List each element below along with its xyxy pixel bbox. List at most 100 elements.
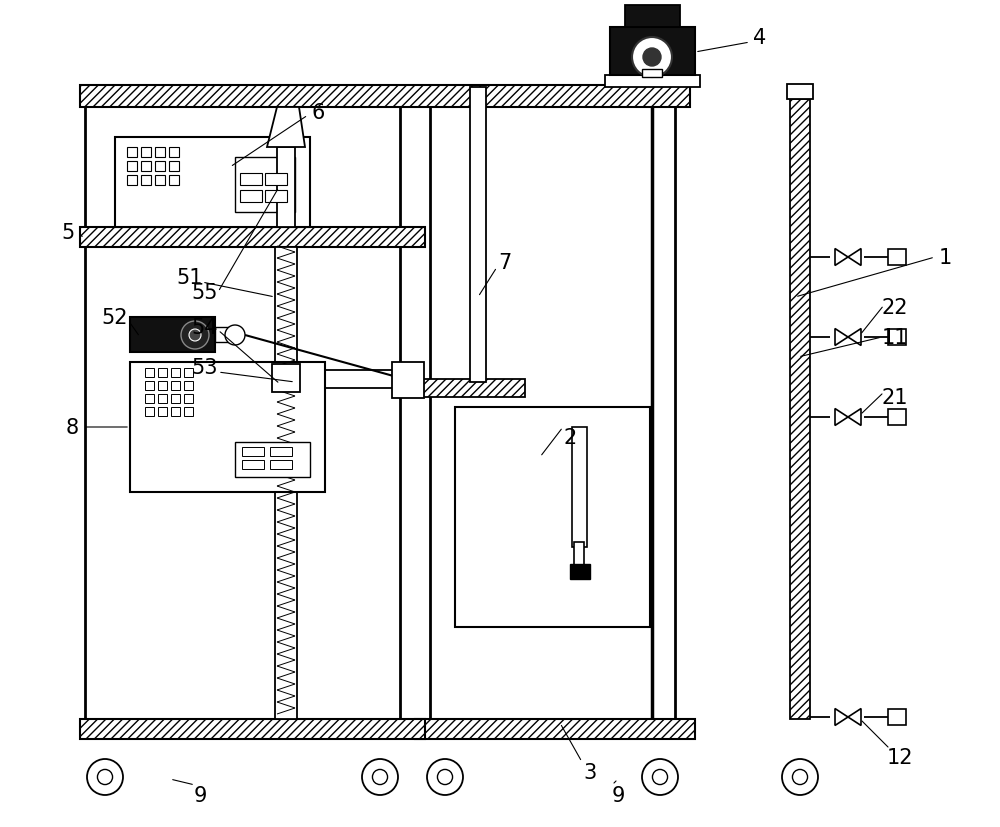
Text: 51: 51 [177, 268, 203, 288]
Text: 8: 8 [65, 418, 79, 437]
Bar [570, 564, 590, 579]
Bar [888, 250, 906, 265]
Bar [80, 719, 425, 739]
Circle shape [189, 330, 201, 342]
Circle shape [362, 759, 398, 795]
Text: 6: 6 [311, 103, 325, 123]
Text: 1: 1 [938, 248, 952, 268]
Circle shape [642, 759, 678, 795]
Bar [270, 461, 292, 470]
Bar [115, 138, 310, 227]
Bar [80, 227, 425, 248]
Text: 52: 52 [102, 308, 128, 327]
Polygon shape [835, 409, 848, 426]
Bar [184, 408, 193, 417]
Bar [787, 85, 813, 100]
Bar [171, 394, 180, 404]
Bar [572, 428, 587, 547]
Polygon shape [835, 709, 848, 725]
Bar [155, 148, 165, 158]
Circle shape [437, 769, 453, 785]
Bar [415, 719, 695, 739]
Circle shape [427, 759, 463, 795]
Polygon shape [848, 409, 861, 426]
Bar [171, 381, 180, 390]
Bar [625, 6, 680, 28]
Bar [130, 362, 325, 492]
Bar [184, 381, 193, 390]
Polygon shape [267, 108, 305, 148]
Bar [145, 394, 154, 404]
Polygon shape [835, 249, 848, 266]
Circle shape [632, 38, 672, 78]
Bar [169, 148, 179, 158]
Text: 9: 9 [611, 785, 625, 805]
Text: 5: 5 [61, 222, 75, 242]
Bar [277, 148, 295, 227]
Bar [574, 543, 584, 577]
Bar [470, 88, 486, 383]
Bar [265, 191, 287, 203]
Bar [80, 86, 690, 108]
Text: 3: 3 [583, 762, 597, 782]
Bar [127, 148, 137, 158]
Polygon shape [848, 709, 861, 725]
Text: 53: 53 [192, 357, 218, 378]
Bar [242, 447, 264, 457]
Bar [610, 28, 695, 76]
Text: 54: 54 [192, 318, 218, 337]
Text: 21: 21 [882, 388, 908, 408]
Bar [127, 162, 137, 172]
Bar [158, 369, 167, 378]
Text: 11: 11 [882, 327, 908, 347]
Circle shape [643, 49, 661, 67]
Bar [169, 162, 179, 172]
Bar [171, 369, 180, 378]
Bar [888, 709, 906, 725]
Bar [184, 369, 193, 378]
Circle shape [372, 769, 388, 785]
Bar [605, 76, 700, 88]
Bar [141, 176, 151, 186]
Bar [155, 176, 165, 186]
Circle shape [652, 769, 668, 785]
Text: 4: 4 [753, 28, 767, 48]
Text: 22: 22 [882, 298, 908, 318]
Bar [145, 381, 154, 390]
Bar [127, 176, 137, 186]
Bar [888, 409, 906, 425]
Circle shape [792, 769, 808, 785]
Bar [235, 158, 295, 213]
Text: 7: 7 [498, 253, 512, 273]
Bar [270, 447, 292, 457]
Bar [240, 174, 262, 186]
Bar [155, 162, 165, 172]
Bar [415, 380, 525, 398]
Bar [235, 442, 310, 477]
Bar [215, 327, 230, 342]
Text: 55: 55 [192, 283, 218, 303]
Bar [297, 370, 397, 389]
Bar [141, 162, 151, 172]
Circle shape [782, 759, 818, 795]
Text: 2: 2 [563, 428, 577, 447]
Circle shape [87, 759, 123, 795]
Polygon shape [835, 329, 848, 346]
Bar [171, 408, 180, 417]
Bar [242, 461, 264, 470]
Polygon shape [848, 249, 861, 266]
Bar [455, 408, 650, 627]
Circle shape [225, 326, 245, 346]
Bar [141, 148, 151, 158]
Bar [169, 176, 179, 186]
Bar [790, 100, 810, 719]
Bar [184, 394, 193, 404]
Bar [265, 174, 287, 186]
Bar [145, 408, 154, 417]
Bar [642, 70, 662, 78]
Circle shape [181, 322, 209, 350]
Bar [158, 394, 167, 404]
Bar [240, 191, 262, 203]
Bar [888, 330, 906, 346]
Bar [392, 362, 424, 399]
